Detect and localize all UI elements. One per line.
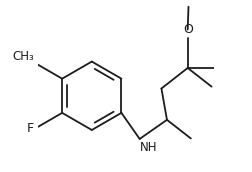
Text: O: O xyxy=(183,23,193,36)
Text: CH₃: CH₃ xyxy=(13,50,34,63)
Text: NH: NH xyxy=(140,141,158,154)
Text: F: F xyxy=(27,122,34,135)
